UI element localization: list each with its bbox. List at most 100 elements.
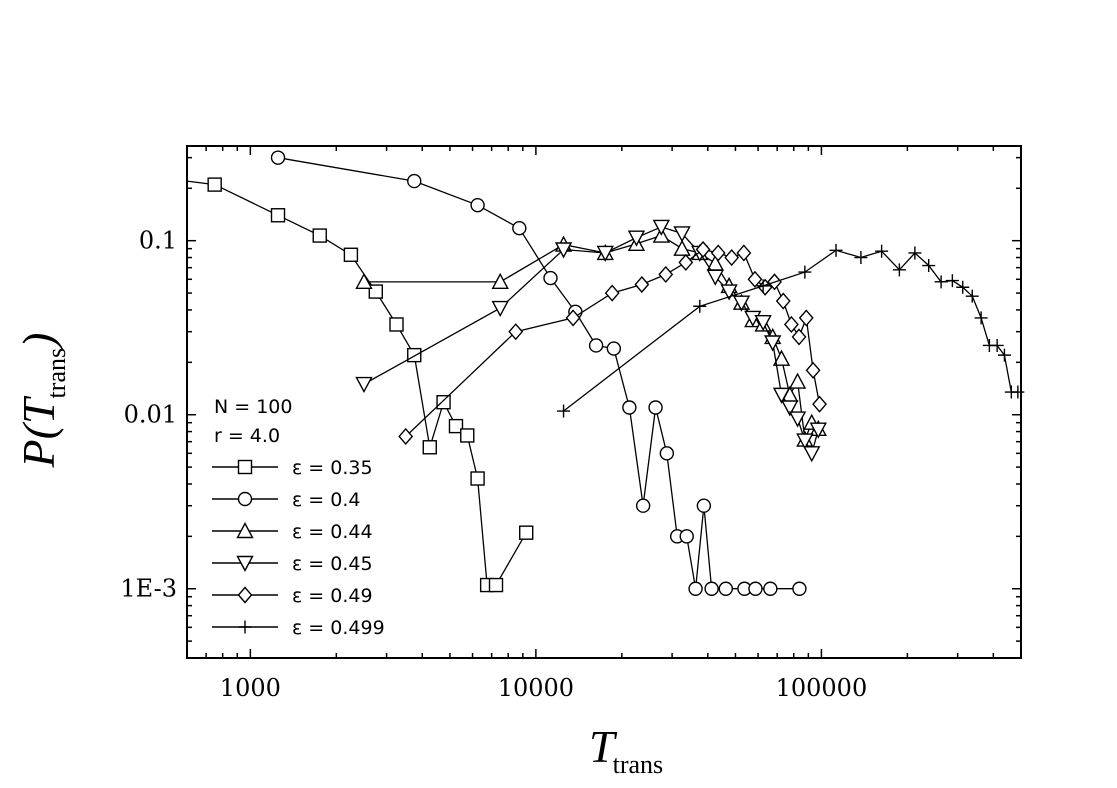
data-point [809, 422, 827, 439]
x-axis-title-main: T [589, 721, 618, 772]
x-tick-label: 10000 [498, 674, 574, 702]
legend-entry: ε = 0.45 [212, 553, 373, 575]
data-point [736, 244, 752, 262]
data-point [922, 259, 936, 273]
data-point [491, 272, 509, 290]
data-point [512, 220, 527, 236]
data-point [596, 245, 614, 262]
legend-entry: ε = 0.44 [212, 521, 373, 543]
legend-entries: ε = 0.35 ε = 0.4 ε = 0.44 ε = 0.45 ε = 0.49 ε… [212, 457, 385, 639]
y-axis-title-suffix: ) [13, 333, 64, 351]
data-point [270, 208, 286, 223]
data-point [407, 173, 422, 189]
series-line-0 [186, 180, 527, 586]
legend-marker [236, 555, 254, 572]
series-line-3 [363, 226, 819, 456]
data-point [312, 228, 327, 243]
data-point [704, 581, 719, 596]
data-point [812, 395, 827, 413]
tick-marks [186, 146, 1022, 659]
x-tick-label: 1000 [220, 674, 281, 702]
data-point [783, 315, 799, 334]
y-axis-title-sub: trans [42, 348, 71, 399]
data-point [1011, 385, 1025, 399]
data-point [470, 471, 485, 486]
data-point [718, 581, 733, 596]
data-point [974, 311, 988, 325]
data-point [788, 411, 807, 428]
data-point [648, 400, 663, 415]
plot-frame [186, 145, 1022, 659]
data-point [679, 529, 694, 544]
x-tick-labels: 1000 10000 100000 [220, 674, 867, 702]
data-point [798, 309, 814, 327]
data-point [673, 226, 691, 243]
data-point [436, 395, 451, 410]
legend-label: ε = 0.44 [292, 521, 373, 543]
legend-label: ε = 0.45 [292, 553, 373, 575]
data-point [781, 400, 799, 417]
data-point [270, 150, 286, 165]
legend: N = 100 r = 4.0 ε = 0.35ε = 0.4ε = 0.44ε… [212, 396, 385, 639]
data-point [772, 387, 791, 404]
data-point [606, 341, 622, 356]
data-point [355, 272, 373, 290]
data-point [470, 197, 485, 213]
data-point [798, 265, 812, 279]
data-point [491, 300, 509, 318]
data-point [792, 581, 807, 596]
data-point [557, 404, 571, 418]
data-point [796, 433, 814, 450]
data-point [791, 328, 807, 346]
data-point [678, 253, 694, 271]
data-point [892, 263, 906, 277]
data-point [652, 219, 670, 236]
legend-entry: ε = 0.35 [212, 457, 373, 479]
legend-label: ε = 0.35 [292, 457, 373, 479]
data-point [754, 315, 772, 332]
data-point [710, 244, 726, 262]
data-point [519, 525, 534, 540]
x-axis-title-sub: trans [613, 750, 664, 779]
y-axis-title-main: T [13, 395, 64, 424]
data-point [565, 309, 581, 327]
data-point [763, 581, 778, 596]
data-point [207, 177, 222, 192]
legend-label: ε = 0.499 [292, 617, 385, 639]
data-point [659, 446, 675, 461]
legend-entry: ε = 0.4 [212, 489, 361, 511]
data-point [693, 299, 707, 313]
data-point [554, 242, 573, 259]
data-point [622, 400, 637, 415]
data-point [772, 349, 791, 366]
annotation-r: r = 4.0 [214, 425, 280, 447]
data-point [543, 270, 558, 286]
data-point [720, 284, 738, 301]
data-point [775, 292, 791, 310]
data-point [460, 428, 475, 443]
legend-marker [238, 620, 252, 634]
data-point [854, 251, 868, 265]
x-tick-label: 100000 [776, 674, 868, 702]
y-tick-labels: 1E-3 0.01 0.1 [120, 227, 177, 603]
series-5 [557, 243, 1025, 418]
y-axis-title-prefix: P( [13, 421, 64, 468]
data-point [673, 239, 691, 256]
data-point [748, 581, 763, 596]
data-point [627, 230, 646, 247]
series-line-1 [277, 157, 800, 590]
data-point [688, 581, 703, 596]
series-0 [186, 177, 534, 593]
legend-marker [237, 586, 253, 604]
data-point [875, 244, 889, 258]
y-tick-label: 0.1 [139, 227, 177, 255]
data-point [604, 284, 620, 302]
data-point [695, 240, 711, 259]
legend-label: ε = 0.49 [292, 585, 373, 607]
data-point [788, 372, 807, 389]
data-point [355, 376, 373, 394]
legend-marker [237, 491, 253, 507]
series-layer [186, 150, 1025, 596]
y-tick-label: 1E-3 [120, 575, 177, 603]
